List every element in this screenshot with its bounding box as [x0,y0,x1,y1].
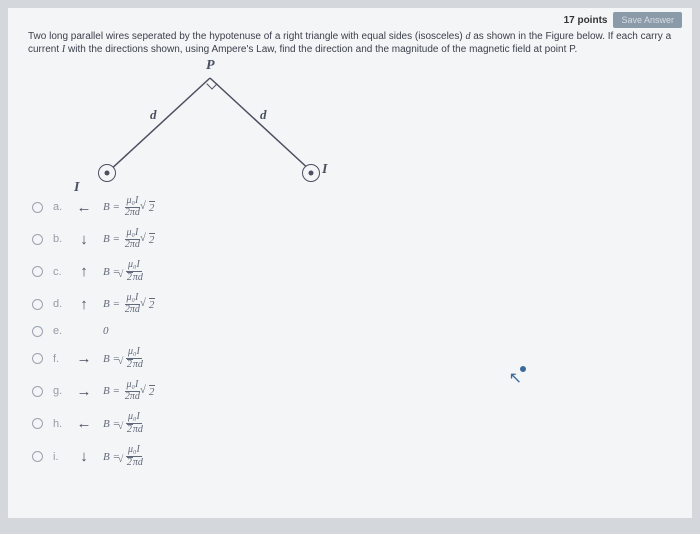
label-i-left: I [74,180,79,196]
option-row[interactable]: b. ↓ B =μ₀I2πd2 [32,228,672,250]
question-text: Two long parallel wires seperated by the… [28,30,672,56]
option-row[interactable]: g. → B =μ₀I2πd2 [32,380,672,402]
points-label: 17 points [564,15,608,26]
option-row[interactable]: e. 0 [32,325,672,337]
direction-arrow: → [75,383,93,400]
radio-button[interactable] [32,234,43,245]
label-d-right: d [260,107,267,123]
formula: 0 [103,325,109,337]
option-row[interactable]: a. ← B =μ₀I2πd2 [32,196,672,218]
option-key: a. [53,201,65,213]
option-key: c. [53,266,65,278]
option-key: g. [53,385,65,397]
option-row[interactable]: h. ← B =μ₀I2πd [32,412,672,435]
radio-button[interactable] [32,202,43,213]
wire-out-icon [302,164,320,182]
save-answer-button[interactable]: Save Answer [613,12,682,28]
option-row[interactable]: d. ↑ B =μ₀I2πd2 [32,293,672,315]
direction-arrow: ↓ [75,231,93,248]
radio-button[interactable] [32,266,43,277]
formula: B =μ₀I2πd2 [103,293,155,315]
label-i-right: I [322,162,327,178]
label-p: P [206,58,215,74]
formula: B =μ₀I2πd2 [103,228,155,250]
triangle-diagram: P d d I I [88,62,348,192]
option-key: i. [53,451,65,463]
direction-arrow: ↑ [75,296,93,313]
option-key: e. [53,325,65,337]
option-row[interactable]: f. → B =μ₀I2πd [32,347,672,370]
option-key: f. [53,353,65,365]
formula: B =μ₀I2πd2 [103,380,155,402]
formula: B =μ₀I2πd2 [103,196,155,218]
option-key: d. [53,298,65,310]
formula: B =μ₀I2πd [103,260,145,283]
radio-button[interactable] [32,353,43,364]
direction-arrow: ← [75,199,93,216]
radio-button[interactable] [32,418,43,429]
radio-button[interactable] [32,451,43,462]
option-key: b. [53,233,65,245]
option-row[interactable]: i. ↓ B =μ₀I2πd [32,445,672,468]
radio-button[interactable] [32,299,43,310]
formula: B =μ₀I2πd [103,412,145,435]
formula: B =μ₀I2πd [103,347,145,370]
question-part1: Two long parallel wires seperated by the… [28,31,465,42]
radio-button[interactable] [32,386,43,397]
option-row[interactable]: c. ↑ B =μ₀I2πd [32,260,672,283]
direction-arrow: ← [75,415,93,432]
formula: B =μ₀I2πd [103,445,145,468]
direction-arrow: ↓ [75,448,93,465]
options-list: a. ← B =μ₀I2πd2 b. ↓ B =μ₀I2πd2 c. ↑ B =μ₀I2πd d.… [32,196,672,468]
direction-arrow: → [75,350,93,367]
radio-button[interactable] [32,326,43,337]
direction-arrow: ↑ [75,263,93,280]
option-key: h. [53,418,65,430]
question-part3: with the directions shown, using Ampere'… [65,44,577,55]
wire-out-icon [98,164,116,182]
label-d-left: d [150,107,157,123]
cursor-icon: ↖ [509,368,522,388]
